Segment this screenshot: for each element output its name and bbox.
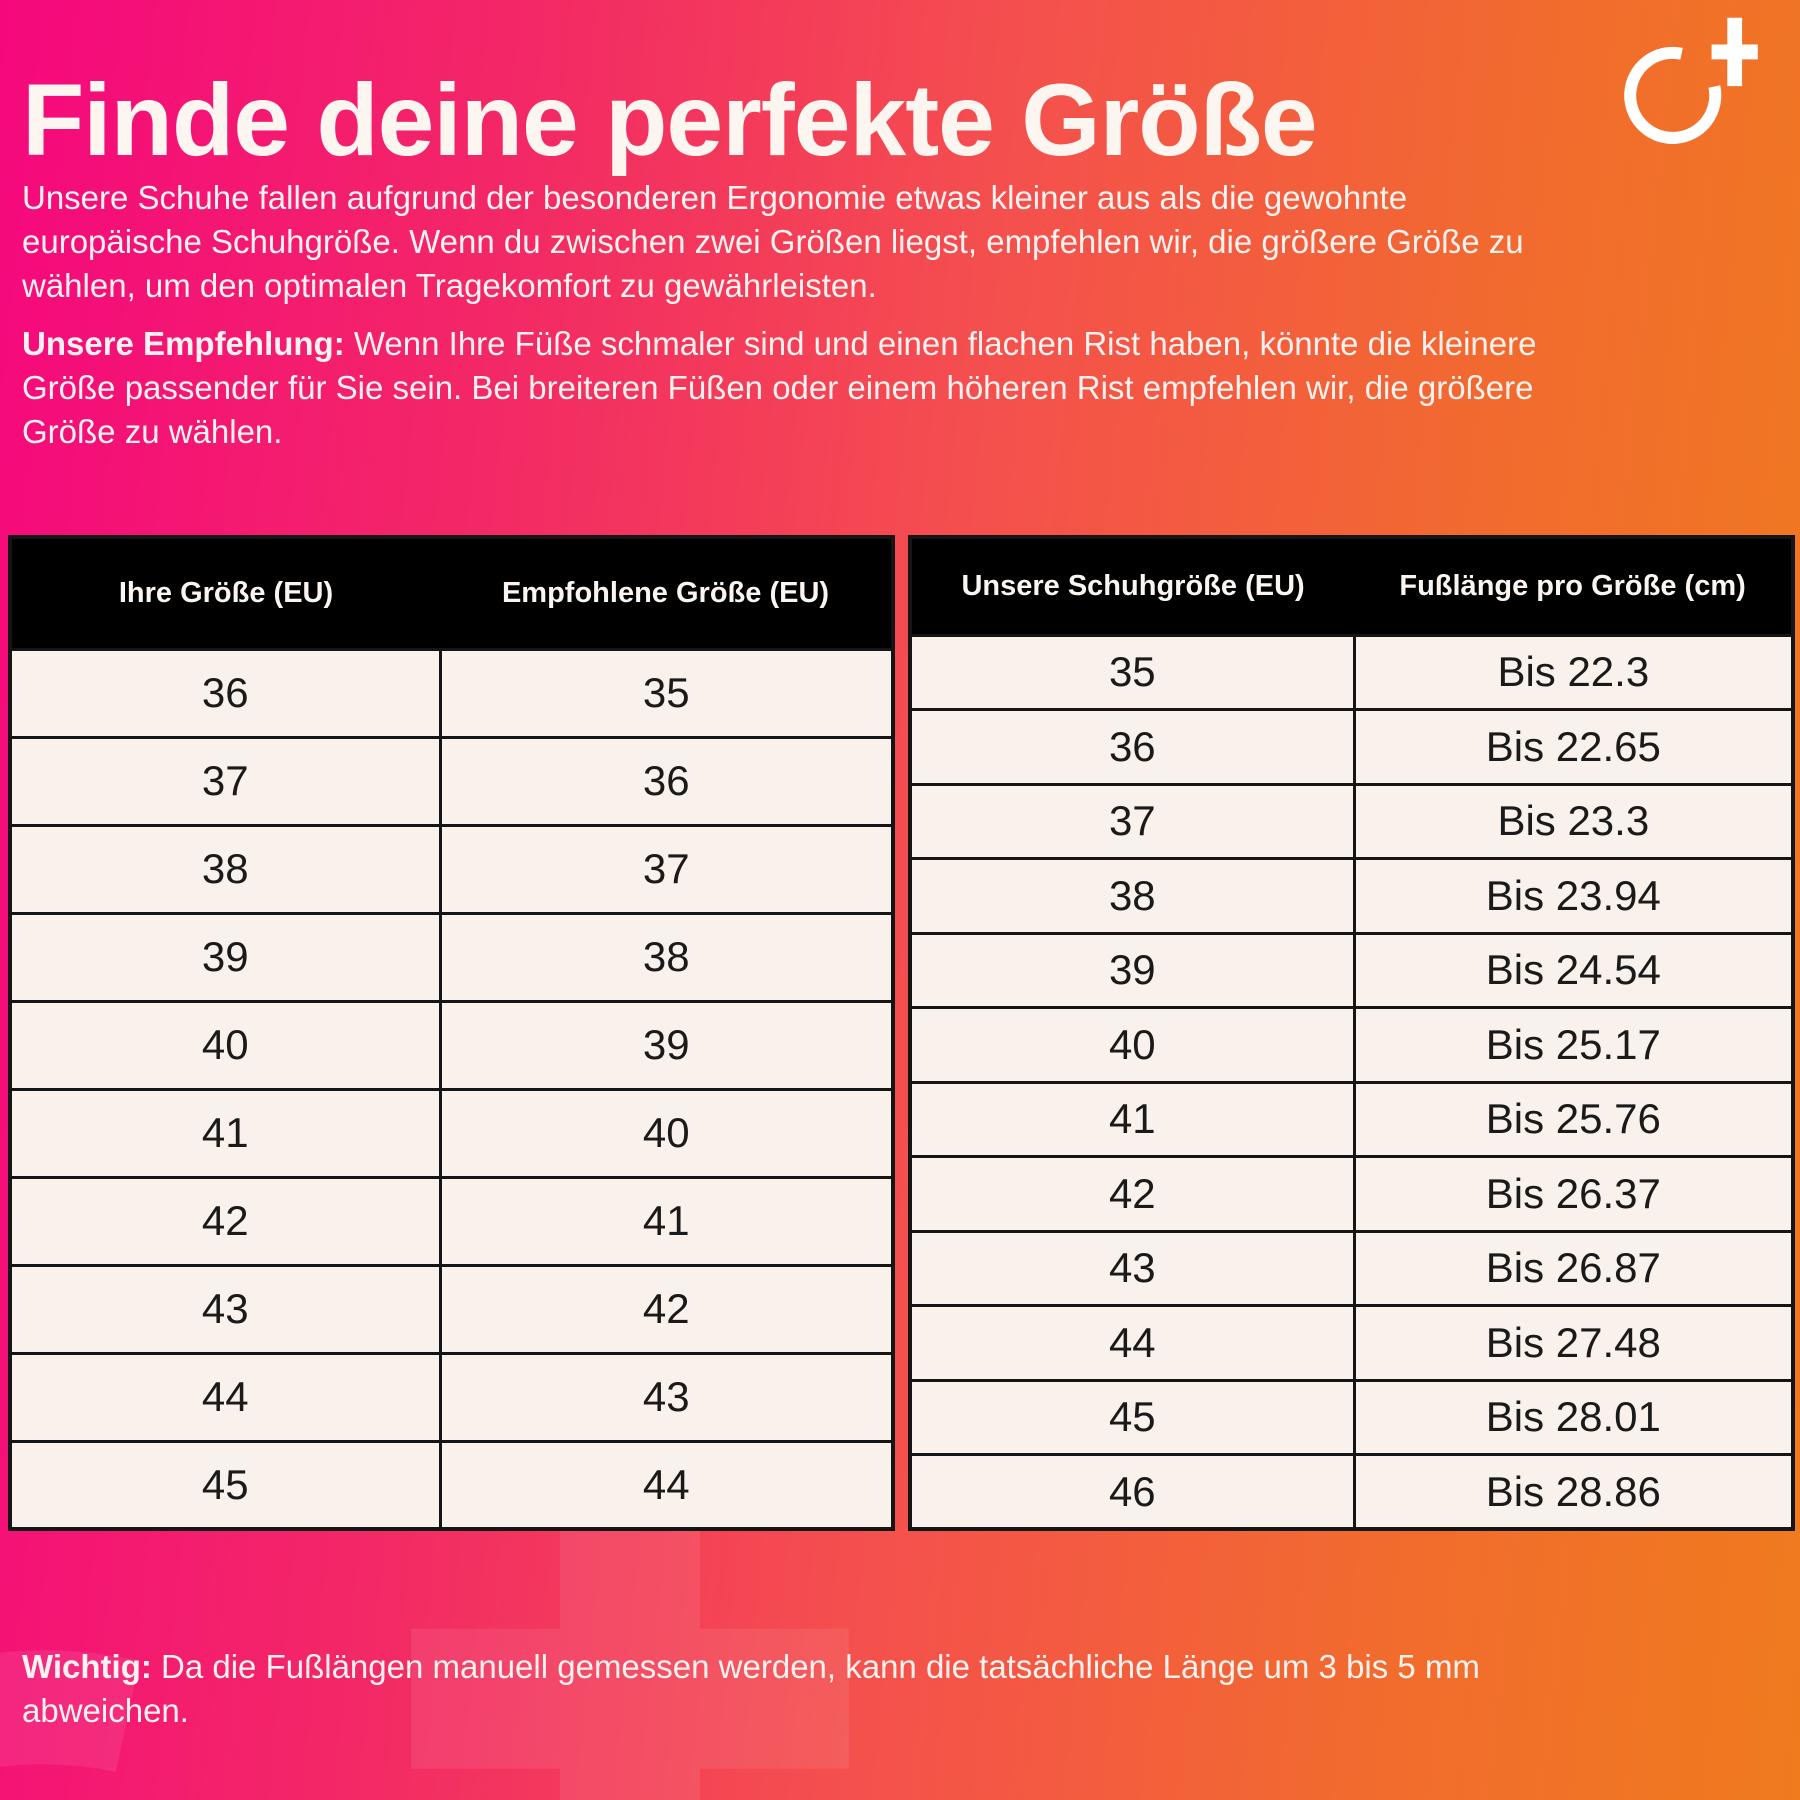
table-cell: 42 bbox=[8, 1175, 442, 1267]
table-cell: 44 bbox=[8, 1351, 442, 1443]
table-row: 36 Bis 22.65 bbox=[908, 708, 1795, 786]
footnote-body: Da die Fußlängen manuell gemessen werden… bbox=[22, 1648, 1480, 1729]
table-row: 37 Bis 23.3 bbox=[908, 782, 1795, 860]
header-row: Ihre Größe (EU) Empfohlene Größe (EU) bbox=[10, 537, 893, 649]
table-cell: 41 bbox=[8, 1087, 442, 1179]
table-cell: Bis 26.37 bbox=[1352, 1155, 1795, 1233]
column-header: Fußlänge pro Größe (cm) bbox=[1354, 537, 1793, 635]
table-cell: 43 bbox=[908, 1229, 1356, 1307]
table-row: 44 43 bbox=[8, 1351, 895, 1443]
table-cell: 36 bbox=[438, 735, 895, 827]
table-cell: 38 bbox=[908, 857, 1356, 935]
table-cell: 35 bbox=[438, 647, 895, 739]
recommendation-text: Unsere Empfehlung: Wenn Ihre Füße schmal… bbox=[22, 322, 1582, 454]
table-cell: 40 bbox=[438, 1087, 895, 1179]
table-cell: 43 bbox=[438, 1351, 895, 1443]
table-row: 39 38 bbox=[8, 911, 895, 1003]
table-cell: Bis 22.65 bbox=[1352, 708, 1795, 786]
table-row: 44 Bis 27.48 bbox=[908, 1304, 1795, 1382]
column-header: Ihre Größe (EU) bbox=[10, 537, 441, 649]
table-cell: 40 bbox=[908, 1006, 1356, 1084]
header-row: Unsere Schuhgröße (EU) Fußlänge pro Größe… bbox=[910, 537, 1793, 635]
table-cell: Bis 25.76 bbox=[1352, 1080, 1795, 1158]
recommendation-label: Unsere Empfehlung: bbox=[22, 325, 345, 362]
table-cell: 39 bbox=[438, 999, 895, 1091]
table-row: 40 39 bbox=[8, 999, 895, 1091]
table-cell: 40 bbox=[8, 999, 442, 1091]
table-row: 38 37 bbox=[8, 823, 895, 915]
table-row: 36 35 bbox=[8, 647, 895, 739]
table-cell: 46 bbox=[908, 1453, 1356, 1531]
size-conversion-table: Ihre Größe (EU) Empfohlene Größe (EU) 36 35… bbox=[8, 535, 895, 1531]
table-cell: Bis 26.87 bbox=[1352, 1229, 1795, 1307]
recommendation-body: Wenn Ihre Füße schmaler sind und einen f… bbox=[22, 325, 1537, 450]
table-cell: Bis 28.86 bbox=[1352, 1453, 1795, 1531]
table-row: 38 Bis 23.94 bbox=[908, 857, 1795, 935]
table-cell: 44 bbox=[908, 1304, 1356, 1382]
table-cell: 38 bbox=[8, 823, 442, 915]
table-row: 43 42 bbox=[8, 1263, 895, 1355]
brand-logo-icon bbox=[1624, 17, 1758, 144]
table-cell: 45 bbox=[908, 1378, 1356, 1456]
table-cell: Bis 27.48 bbox=[1352, 1304, 1795, 1382]
table-cell: 36 bbox=[8, 647, 442, 739]
table-row: 35 Bis 22.3 bbox=[908, 633, 1795, 711]
table-row: 45 Bis 28.01 bbox=[908, 1378, 1795, 1456]
column-header: Unsere Schuhgröße (EU) bbox=[910, 537, 1355, 635]
table-cell: 41 bbox=[908, 1080, 1356, 1158]
table-cell: 37 bbox=[8, 735, 442, 827]
logo-plus bbox=[1711, 17, 1758, 87]
table-row: 45 44 bbox=[8, 1439, 895, 1531]
table-row: 37 36 bbox=[8, 735, 895, 827]
table-cell: Bis 28.01 bbox=[1352, 1378, 1795, 1456]
table-cell: 44 bbox=[438, 1439, 895, 1531]
table-row: 41 Bis 25.76 bbox=[908, 1080, 1795, 1158]
table-row: 42 41 bbox=[8, 1175, 895, 1267]
table-cell: 45 bbox=[8, 1439, 442, 1531]
footnote-text: Wichtig: Da die Fußlängen manuell gemess… bbox=[22, 1645, 1612, 1733]
intro-text: Unsere Schuhe fallen aufgrund der besond… bbox=[22, 179, 1524, 304]
table-cell: 37 bbox=[438, 823, 895, 915]
table-cell: 42 bbox=[438, 1263, 895, 1355]
table-row: 42 Bis 26.37 bbox=[908, 1155, 1795, 1233]
foot-length-table: Unsere Schuhgröße (EU) Fußlänge pro Größe… bbox=[908, 535, 1795, 1531]
table-row: 46 Bis 28.86 bbox=[908, 1453, 1795, 1531]
footnote-label: Wichtig: bbox=[22, 1648, 152, 1685]
table-cell: 36 bbox=[908, 708, 1356, 786]
table-cell: 43 bbox=[8, 1263, 442, 1355]
table-cell: 35 bbox=[908, 633, 1356, 711]
column-header: Empfohlene Größe (EU) bbox=[440, 537, 893, 649]
table-row: 41 40 bbox=[8, 1087, 895, 1179]
table-row: 43 Bis 26.87 bbox=[908, 1229, 1795, 1307]
table-row: 40 Bis 25.17 bbox=[908, 1006, 1795, 1084]
table-row: 39 Bis 24.54 bbox=[908, 931, 1795, 1009]
table-cell: 39 bbox=[908, 931, 1356, 1009]
table-cell: 37 bbox=[908, 782, 1356, 860]
table-cell: Bis 25.17 bbox=[1352, 1006, 1795, 1084]
logo-circle bbox=[1624, 46, 1722, 144]
table-cell: Bis 24.54 bbox=[1352, 931, 1795, 1009]
table-cell: 38 bbox=[438, 911, 895, 1003]
page-title: Finde deine perfekte Größe bbox=[22, 63, 1318, 177]
table-cell: 42 bbox=[908, 1155, 1356, 1233]
table-cell: Bis 22.3 bbox=[1352, 633, 1795, 711]
table-cell: 41 bbox=[438, 1175, 895, 1267]
table-cell: Bis 23.3 bbox=[1352, 782, 1795, 860]
table-cell: 39 bbox=[8, 911, 442, 1003]
table-cell: Bis 23.94 bbox=[1352, 857, 1795, 935]
